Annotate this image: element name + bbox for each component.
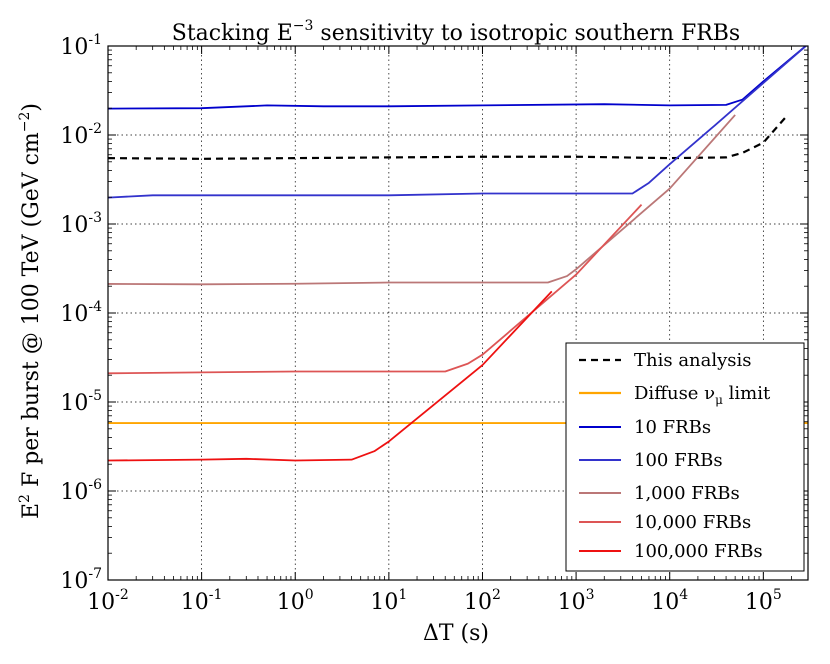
- x-tick-base: 10: [87, 590, 115, 615]
- x-tick-base: 10: [370, 590, 398, 615]
- legend-label-10000-frbs: 10,000 FRBs: [634, 512, 751, 533]
- x-tick-exponent: 0: [305, 587, 314, 603]
- title-rest: sensitivity to isotropic southern FRBs: [313, 21, 740, 46]
- legend-label-100-frbs: 100 FRBs: [634, 450, 723, 471]
- x-tick-label: 104: [651, 587, 688, 615]
- legend-box: [565, 342, 805, 572]
- series-line-100-frbs: [108, 46, 808, 199]
- ylabel-exponent: 2: [17, 494, 33, 503]
- x-tick-exponent: 3: [586, 587, 595, 603]
- tick-marks: [107, 45, 809, 581]
- ylabel-suffix: ): [19, 103, 44, 112]
- legend-label-10-frbs: 10 FRBs: [634, 417, 711, 438]
- y-axis-title: E2 F per burst @ 100 TeV (GeV cm−2): [17, 103, 44, 519]
- y-tick-exponent: -2: [88, 121, 102, 137]
- series-line-10-000-frbs: [108, 204, 643, 375]
- x-tick-label: 10-1: [181, 587, 223, 615]
- x-tick-base: 10: [464, 590, 492, 615]
- y-tick-base: 10: [60, 124, 88, 149]
- legend-label-this-analysis: This analysis: [634, 350, 752, 371]
- y-tick-exponent: -3: [88, 210, 102, 226]
- legend-label-diffuse: Diffuse νμ limit: [634, 383, 771, 407]
- x-tick-base: 10: [651, 590, 679, 615]
- y-tick-label: 10-1: [60, 32, 102, 60]
- y-tick-base: 10: [60, 569, 88, 594]
- x-tick-exponent: 2: [492, 587, 501, 603]
- x-tick-label: 105: [745, 587, 782, 615]
- y-tick-label: 10-6: [60, 477, 102, 505]
- x-tick-exponent: 1: [398, 587, 407, 603]
- ylabel-prefix: E: [19, 503, 44, 519]
- legend-label-1000-frbs: 1,000 FRBs: [634, 483, 740, 504]
- chart-title: Stacking E−3 sensitivity to isotropic so…: [172, 18, 740, 46]
- y-tick-base: 10: [60, 213, 88, 238]
- x-tick-exponent: 5: [773, 587, 782, 603]
- series-line-10-frbs: [108, 46, 808, 110]
- y-tick-exponent: -1: [88, 32, 102, 48]
- y-tick-base: 10: [60, 480, 88, 505]
- x-tick-base: 10: [277, 590, 305, 615]
- y-tick-label: 10-2: [60, 121, 102, 149]
- x-axis-title: ΔT (s): [423, 621, 489, 646]
- x-tick-exponent: -1: [209, 587, 223, 603]
- tick-labels: 10-2 10-1 100 101 102 103 104 10510-710-610-510…: [60, 32, 781, 615]
- series-line-1-000-frbs: [108, 114, 736, 286]
- title-exponent: −3: [293, 18, 314, 34]
- series-line-this-analysis: [108, 117, 786, 160]
- y-tick-base: 10: [60, 391, 88, 416]
- legend: This analysis Diffuse νμ limit 10 FRBs 1…: [565, 342, 805, 572]
- y-tick-label: 10-5: [60, 388, 102, 416]
- x-tick-base: 10: [745, 590, 773, 615]
- x-tick-base: 10: [558, 590, 586, 615]
- x-tick-label: 101: [370, 587, 407, 615]
- ylabel-exponent2: −2: [17, 112, 33, 133]
- series-line-100-000-frbs: [108, 290, 553, 462]
- y-tick-exponent: -5: [88, 388, 102, 404]
- legend-diffuse-main: Diffuse ν: [634, 383, 715, 404]
- y-tick-exponent: -6: [88, 477, 102, 493]
- y-tick-label: 10-3: [60, 210, 102, 238]
- x-tick-exponent: 4: [679, 587, 688, 603]
- x-tick-label: 100: [277, 587, 314, 615]
- title-main: Stacking E: [172, 21, 293, 46]
- x-tick-label: 103: [558, 587, 595, 615]
- y-tick-base: 10: [60, 302, 88, 327]
- legend-diffuse-suffix: limit: [723, 383, 771, 404]
- x-tick-base: 10: [181, 590, 209, 615]
- x-tick-exponent: -2: [115, 587, 129, 603]
- y-tick-base: 10: [60, 35, 88, 60]
- legend-label-100000-frbs: 100,000 FRBs: [634, 541, 763, 562]
- y-tick-label: 10-4: [60, 299, 102, 327]
- x-tick-label: 102: [464, 587, 501, 615]
- ylabel-mid: F per burst @ 100 TeV (GeV cm: [19, 132, 44, 494]
- y-tick-exponent: -4: [88, 299, 102, 315]
- y-tick-label: 10-7: [60, 566, 102, 594]
- x-tick-label: 10-2: [87, 587, 129, 615]
- legend-diffuse-sub: μ: [715, 393, 723, 407]
- y-tick-exponent: -7: [88, 566, 102, 582]
